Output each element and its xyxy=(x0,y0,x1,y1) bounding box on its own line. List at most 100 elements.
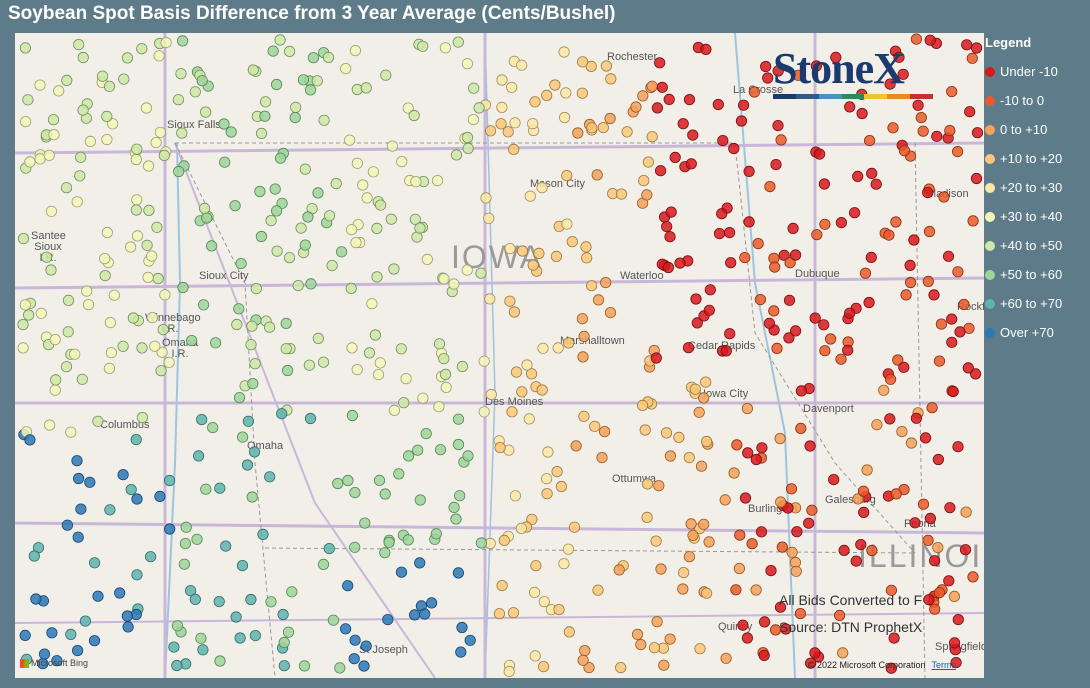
basis-point-marker[interactable] xyxy=(772,65,784,77)
basis-point-marker[interactable] xyxy=(540,473,553,485)
basis-point-marker[interactable] xyxy=(189,593,201,606)
basis-point-marker[interactable] xyxy=(65,426,77,438)
basis-point-marker[interactable] xyxy=(277,608,289,621)
basis-point-marker[interactable] xyxy=(673,431,685,443)
basis-point-marker[interactable] xyxy=(506,81,518,93)
basis-point-marker[interactable] xyxy=(804,657,817,669)
basis-point-marker[interactable] xyxy=(924,512,937,524)
basis-point-marker[interactable] xyxy=(92,590,104,602)
basis-point-marker[interactable] xyxy=(371,222,383,234)
basis-point-marker[interactable] xyxy=(101,226,113,239)
basis-point-marker[interactable] xyxy=(562,543,575,555)
basis-point-marker[interactable] xyxy=(783,332,795,344)
basis-point-marker[interactable] xyxy=(856,107,868,120)
basis-point-marker[interactable] xyxy=(924,34,936,46)
basis-point-marker[interactable] xyxy=(136,43,148,55)
basis-point-marker[interactable] xyxy=(576,313,589,325)
basis-point-marker[interactable] xyxy=(199,202,211,214)
basis-point-marker[interactable] xyxy=(783,294,796,306)
basis-point-marker[interactable] xyxy=(576,87,588,99)
basis-point-marker[interactable] xyxy=(385,213,397,225)
basis-point-marker[interactable] xyxy=(104,316,117,329)
basis-point-marker[interactable] xyxy=(844,101,856,113)
basis-point-marker[interactable] xyxy=(257,528,269,540)
basis-point-marker[interactable] xyxy=(890,216,902,228)
basis-point-marker[interactable] xyxy=(155,365,167,377)
basis-point-marker[interactable] xyxy=(664,231,676,243)
basis-point-marker[interactable] xyxy=(195,632,207,644)
basis-point-marker[interactable] xyxy=(961,39,973,51)
basis-point-marker[interactable] xyxy=(613,564,625,576)
basis-point-marker[interactable] xyxy=(350,237,362,249)
basis-point-marker[interactable] xyxy=(533,247,545,259)
basis-point-marker[interactable] xyxy=(858,506,870,518)
basis-point-marker[interactable] xyxy=(516,386,528,398)
basis-point-marker[interactable] xyxy=(787,222,799,234)
basis-point-marker[interactable] xyxy=(103,362,116,374)
basis-point-marker[interactable] xyxy=(698,518,710,530)
basis-point-marker[interactable] xyxy=(81,285,93,297)
basis-point-marker[interactable] xyxy=(71,455,83,467)
basis-point-marker[interactable] xyxy=(206,240,218,252)
basis-point-marker[interactable] xyxy=(621,126,633,138)
basis-point-marker[interactable] xyxy=(904,259,916,271)
basis-point-marker[interactable] xyxy=(248,446,261,458)
basis-point-marker[interactable] xyxy=(246,320,258,332)
basis-point-marker[interactable] xyxy=(260,96,272,108)
basis-point-marker[interactable] xyxy=(480,192,492,204)
basis-point-marker[interactable] xyxy=(117,340,129,352)
basis-point-marker[interactable] xyxy=(114,587,126,599)
basis-point-marker[interactable] xyxy=(731,439,743,451)
basis-point-marker[interactable] xyxy=(677,566,690,579)
basis-point-marker[interactable] xyxy=(885,584,898,596)
basis-point-marker[interactable] xyxy=(23,309,35,321)
basis-point-marker[interactable] xyxy=(933,355,946,367)
basis-point-marker[interactable] xyxy=(926,402,938,414)
basis-point-marker[interactable] xyxy=(438,353,450,365)
basis-point-marker[interactable] xyxy=(852,493,864,505)
basis-point-marker[interactable] xyxy=(592,294,605,306)
basis-point-marker[interactable] xyxy=(861,464,873,476)
basis-point-marker[interactable] xyxy=(586,122,598,134)
basis-point-marker[interactable] xyxy=(917,125,929,137)
basis-point-marker[interactable] xyxy=(245,593,257,606)
basis-point-marker[interactable] xyxy=(752,238,764,250)
basis-point-marker[interactable] xyxy=(430,528,442,540)
basis-point-marker[interactable] xyxy=(824,333,837,345)
basis-point-marker[interactable] xyxy=(122,621,134,633)
basis-point-marker[interactable] xyxy=(958,298,970,311)
basis-point-marker[interactable] xyxy=(923,225,936,238)
basis-point-marker[interactable] xyxy=(154,126,166,138)
basis-point-marker[interactable] xyxy=(351,363,363,376)
basis-point-marker[interactable] xyxy=(685,158,697,170)
basis-point-marker[interactable] xyxy=(536,384,548,396)
basis-point-marker[interactable] xyxy=(34,79,46,91)
basis-point-marker[interactable] xyxy=(655,563,667,575)
basis-point-marker[interactable] xyxy=(149,340,161,352)
basis-point-marker[interactable] xyxy=(789,249,802,261)
basis-point-marker[interactable] xyxy=(785,483,798,495)
basis-point-marker[interactable] xyxy=(887,122,899,134)
basis-point-marker[interactable] xyxy=(600,277,612,289)
basis-point-marker[interactable] xyxy=(885,662,897,674)
basis-point-marker[interactable] xyxy=(334,662,346,674)
basis-point-marker[interactable] xyxy=(558,558,570,570)
basis-point-marker[interactable] xyxy=(871,419,883,431)
basis-point-marker[interactable] xyxy=(99,270,111,282)
basis-point-marker[interactable] xyxy=(71,196,83,208)
basis-point-marker[interactable] xyxy=(219,156,231,168)
basis-point-marker[interactable] xyxy=(186,334,198,347)
basis-point-marker[interactable] xyxy=(523,413,535,425)
basis-point-marker[interactable] xyxy=(563,626,575,638)
basis-point-marker[interactable] xyxy=(585,280,598,292)
basis-point-marker[interactable] xyxy=(716,208,728,220)
basis-point-marker[interactable] xyxy=(130,153,142,166)
basis-point-marker[interactable] xyxy=(538,596,550,608)
basis-point-marker[interactable] xyxy=(45,205,58,217)
basis-point-marker[interactable] xyxy=(946,336,958,348)
basis-point-marker[interactable] xyxy=(577,654,589,666)
basis-point-marker[interactable] xyxy=(910,33,923,45)
basis-point-marker[interactable] xyxy=(292,280,304,292)
basis-point-marker[interactable] xyxy=(526,513,538,525)
basis-point-marker[interactable] xyxy=(928,555,941,567)
